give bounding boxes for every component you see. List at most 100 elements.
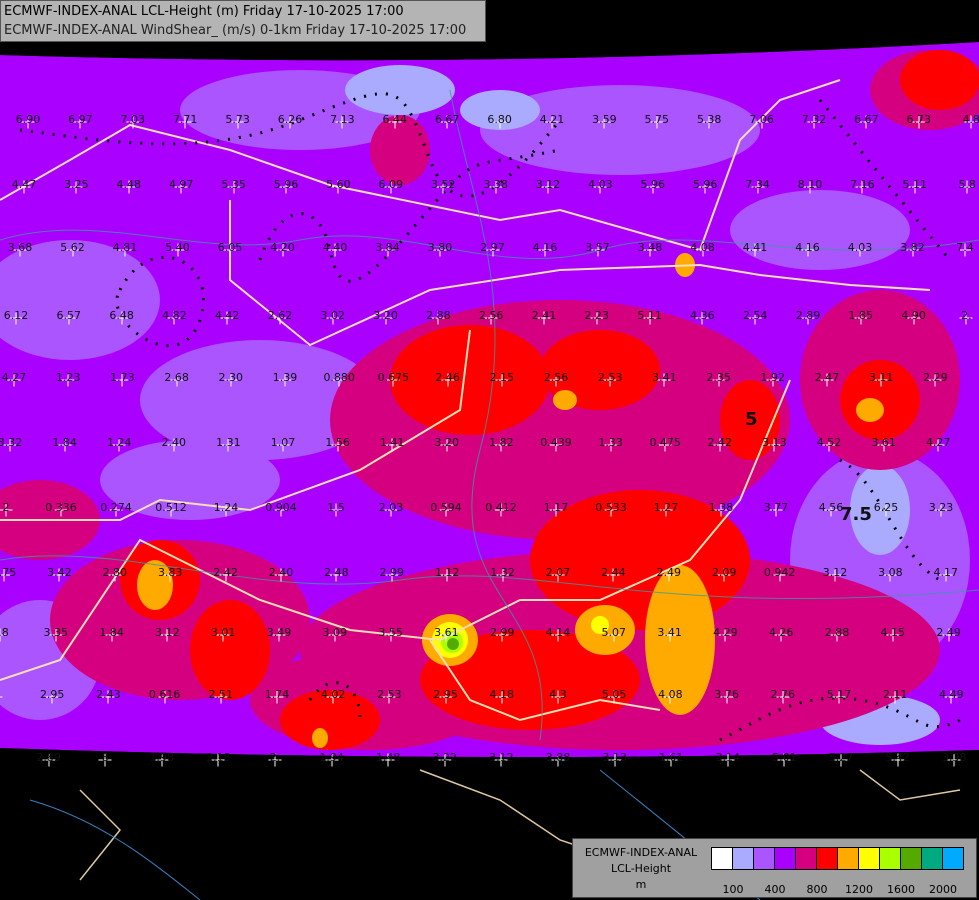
grid-point-marker xyxy=(698,180,712,194)
grid-point-marker xyxy=(3,438,17,452)
grid-point-marker xyxy=(751,180,765,194)
grid-point-marker xyxy=(931,438,945,452)
grid-point-marker xyxy=(597,115,611,129)
windshear-value: 2.99 xyxy=(379,566,405,579)
windshear-value: 2.48 xyxy=(324,566,349,579)
windshear-value: 4.17 xyxy=(933,566,959,579)
grid-point-marker xyxy=(118,243,132,257)
windshear-value: 4.21 xyxy=(539,113,565,126)
windshear-value: 3.22 xyxy=(432,751,458,764)
grid-point-marker xyxy=(58,438,72,452)
windshear-value: 2.09 xyxy=(711,566,737,579)
windshear-value: 2.42 xyxy=(707,436,733,449)
grid-point-marker xyxy=(326,311,340,325)
windshear-value: 8 xyxy=(101,751,109,764)
legend-swatch xyxy=(880,848,901,869)
country-borders xyxy=(0,79,931,722)
windshear-value: 3.55 xyxy=(378,626,403,639)
windshear-value: 2.88 xyxy=(824,626,850,639)
windshear-value: 5.73 xyxy=(225,113,250,126)
legend-variable: LCL-Height xyxy=(610,862,672,875)
grid-point-marker xyxy=(664,753,678,767)
grid-point-marker xyxy=(45,690,59,704)
grid-point-marker xyxy=(0,503,13,517)
windshear-value: 4.90 xyxy=(901,309,926,322)
grid-point-marker xyxy=(767,438,781,452)
windshear-value: 6.44 xyxy=(382,113,408,126)
grid-point-marker xyxy=(379,311,393,325)
windshear-value: 0.512 xyxy=(155,501,187,514)
windshear-value: 4.08 xyxy=(658,688,683,701)
grid-point-marker xyxy=(73,115,87,129)
windshear-value: 4.27 xyxy=(925,436,951,449)
contour-label: 7.5 xyxy=(840,504,872,525)
windshear-value: 2.49 xyxy=(656,566,682,579)
grid-point-marker xyxy=(748,243,762,257)
grid-point-marker xyxy=(66,243,79,257)
grid-point-marker xyxy=(912,115,926,129)
windshear-value: 5.17 xyxy=(826,688,852,701)
legend-swatch xyxy=(775,848,796,869)
windshear-value: 2.80 xyxy=(102,566,128,579)
windshear-value: 0.675 xyxy=(377,371,410,384)
windshear-value: 5.40 xyxy=(165,241,190,254)
windshear-value: 0.533 xyxy=(595,501,627,514)
windshear-value: 3.02 xyxy=(320,309,346,322)
windshear-value: 3.41 xyxy=(657,626,682,639)
grid-point-marker xyxy=(942,628,956,642)
grid-point-marker xyxy=(126,115,140,129)
grid-point-marker xyxy=(62,311,76,325)
grid-point-marker xyxy=(441,373,455,387)
grid-point-marker xyxy=(384,180,398,194)
grid-point-marker xyxy=(879,503,893,517)
grid-point-marker xyxy=(538,243,552,257)
grid-point-marker xyxy=(888,690,902,704)
windshear-value: 0.904 xyxy=(265,501,297,514)
legend-swatch xyxy=(922,848,943,869)
grid-point-marker xyxy=(326,690,340,704)
windshear-value: 1.24 xyxy=(106,436,132,449)
grid-point-marker xyxy=(278,373,292,387)
grid-point-marker xyxy=(438,753,452,767)
windshear-value: 4.16 xyxy=(532,241,558,254)
grid-point-marker xyxy=(328,243,342,257)
windshear-value: 3.38 xyxy=(483,178,508,191)
windshear-value: 1.5 xyxy=(327,501,345,514)
grid-point-marker xyxy=(283,115,297,129)
windshear-value: 5.35 xyxy=(221,178,246,191)
windshear-value: 6.73 xyxy=(906,113,932,126)
grid-point-marker xyxy=(163,568,177,582)
grid-point-marker xyxy=(803,180,817,194)
windshear-value: 2.47 xyxy=(814,371,840,384)
windshear-value: 5.07 xyxy=(601,626,627,639)
windshear-value: 4.26 xyxy=(768,626,794,639)
windshear-value: 3.35 xyxy=(43,626,69,639)
legend-tick-label: 1200 xyxy=(845,883,873,896)
windshear-value: 3.12 xyxy=(535,178,561,191)
windshear-value: 4.52 xyxy=(816,436,842,449)
title-line-2: ECMWF-INDEX-ANAL WindShear_ (m/s) 0-1km … xyxy=(4,23,467,38)
legend-swatch xyxy=(901,848,922,869)
grid-point-marker xyxy=(386,373,400,387)
grid-point-marker xyxy=(662,568,676,582)
grid-point-marker xyxy=(717,568,731,582)
windshear-value: 3.84 xyxy=(375,241,400,254)
grid-point-marker xyxy=(385,438,399,452)
windshear-value: 3.01 xyxy=(210,626,236,639)
windshear-value: 4.03 xyxy=(847,241,873,254)
grid-point-marker xyxy=(335,115,349,129)
legend-tick-label: 800 xyxy=(806,883,828,896)
windshear-value: 2.62 xyxy=(267,309,293,322)
windshear-value: 6.26 xyxy=(277,113,303,126)
windshear-value: 1.84 xyxy=(52,436,77,449)
grid-point-marker xyxy=(440,438,454,452)
grid-point-marker xyxy=(830,628,844,642)
windshear-value: 3.88 xyxy=(545,751,571,764)
windshear-value: 1.39 xyxy=(272,371,298,384)
windshear-value: 5.27 xyxy=(828,751,854,764)
windshear-value: 2.11 xyxy=(882,688,908,701)
grid-point-marker xyxy=(325,753,339,767)
windshear-value: 4.97 xyxy=(168,178,194,191)
windshear-value: 2.89 xyxy=(36,751,61,764)
grid-point-marker xyxy=(13,243,27,257)
